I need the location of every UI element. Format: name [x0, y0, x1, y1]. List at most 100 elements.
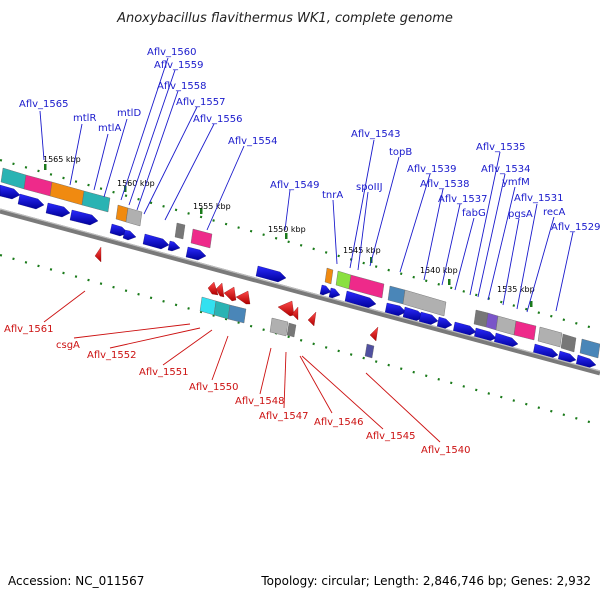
tick-mark — [200, 208, 203, 214]
gene-arrow — [255, 265, 287, 283]
gene-label: mtlA — [98, 123, 121, 134]
gene-label: Aflv_1558 — [157, 81, 207, 92]
tick-label: 1535 kbp — [497, 285, 535, 294]
cog-block — [579, 338, 600, 359]
cog-block — [0, 167, 27, 190]
gene-label: Aflv_1565 — [19, 99, 69, 110]
gene-arrow — [0, 184, 21, 200]
gene-label: Aflv_1546 — [314, 417, 364, 428]
cog-block — [560, 333, 577, 353]
gene-arrow — [215, 282, 225, 298]
cog-block — [81, 190, 111, 213]
gene-label: Aflv_1540 — [421, 445, 471, 456]
gene-arrow — [436, 316, 453, 330]
gene-arrow — [328, 287, 341, 299]
tick-labels: 1565 kbp 1560 kbp 1555 kbp 1550 kbp 1545… — [43, 155, 535, 294]
cog-block — [125, 207, 143, 227]
gene-label: Aflv_1554 — [228, 136, 278, 147]
gene-label: fabG — [462, 208, 486, 219]
gene-arrow — [369, 326, 379, 342]
gene-label: Aflv_1549 — [270, 180, 320, 191]
gene-label: tnrA — [322, 190, 343, 201]
gene-label: Aflv_1547 — [259, 411, 309, 422]
tick-label: 1555 kbp — [193, 202, 231, 211]
forward-gene-labels: Aflv_1565 mtlR mtlA mtlD Aflv_1560 Aflv_… — [19, 47, 600, 233]
gene-arrow — [122, 229, 137, 241]
gene-arrow — [557, 350, 577, 364]
gene-arrow — [69, 209, 99, 226]
gene-label: Aflv_1557 — [176, 97, 226, 108]
gene-arrow — [384, 302, 407, 317]
gene-label: Aflv_1560 — [147, 47, 197, 58]
gene-label: topB — [389, 147, 412, 158]
gene-label: spoIIJ — [356, 182, 383, 193]
genome-backbone — [0, 208, 600, 376]
gene-arrow — [94, 246, 102, 263]
gene-arrow — [418, 311, 439, 326]
gene-arrow — [142, 233, 170, 250]
cog-block — [335, 270, 352, 290]
gene-arrow — [277, 300, 295, 317]
gene-arrow — [223, 286, 237, 302]
gene-label: mtlR — [73, 113, 96, 124]
gene-label: Aflv_1535 — [476, 142, 526, 153]
cog-block — [402, 289, 447, 317]
cog-track-forward — [0, 167, 600, 359]
cog-block — [213, 300, 231, 320]
cog-block — [269, 317, 289, 337]
cog-block — [364, 343, 375, 359]
tick-mark — [448, 279, 451, 285]
tick-label: 1545 kbp — [343, 246, 381, 255]
gene-label: ymfM — [502, 177, 530, 188]
map-title: Anoxybacillus flavithermus WK1, complete… — [116, 11, 453, 26]
gene-label: csgA — [56, 340, 80, 351]
gene-label: mtlD — [117, 108, 141, 119]
gene-arrow — [185, 246, 207, 261]
gene-arrow — [17, 193, 45, 210]
cog-block — [387, 285, 406, 305]
gene-arrow — [575, 354, 597, 369]
gene-arrow — [45, 202, 71, 218]
gene-label: Aflv_1551 — [139, 367, 189, 378]
topology-summary: Topology: circular; Length: 2,846,746 bp… — [260, 574, 591, 588]
cog-block — [199, 296, 217, 316]
forward-leader-lines — [39, 57, 574, 313]
gene-label: Aflv_1552 — [87, 350, 137, 361]
tick-mark — [285, 233, 288, 239]
gene-label: recA — [543, 207, 566, 218]
gene-label: Aflv_1529 — [551, 222, 600, 233]
tick-label: 1540 kbp — [420, 266, 458, 275]
gene-label: Aflv_1559 — [154, 60, 204, 71]
tick-label: 1550 kbp — [268, 225, 306, 234]
accession-text: Accession: NC_011567 — [8, 574, 144, 588]
gene-arrow — [344, 290, 377, 309]
forward-genes — [0, 184, 597, 369]
gene-arrow — [319, 284, 332, 296]
tick-mark — [530, 301, 533, 307]
gene-label: Aflv_1538 — [420, 179, 470, 190]
cog-block — [49, 181, 85, 206]
gene-label: Aflv_1550 — [189, 382, 239, 393]
gene-arrow — [235, 290, 251, 305]
cog-block — [537, 326, 563, 348]
cog-block — [513, 320, 537, 341]
cog-block — [324, 267, 334, 285]
cog-block — [190, 228, 213, 249]
cog-block — [473, 309, 489, 328]
gene-label: Aflv_1556 — [193, 114, 243, 125]
cog-block — [286, 322, 297, 338]
gene-label: Aflv_1548 — [235, 396, 285, 407]
gene-label: Aflv_1534 — [481, 164, 531, 175]
tick-mark — [124, 186, 127, 192]
gene-label: Aflv_1561 — [4, 324, 54, 335]
gene-arrow — [291, 306, 299, 321]
reverse-leader-lines — [43, 290, 441, 443]
cog-block — [174, 222, 186, 240]
gene-arrow — [307, 311, 317, 327]
gene-arrow — [167, 240, 181, 252]
cog-block — [23, 174, 53, 197]
gene-label: Aflv_1543 — [351, 129, 401, 140]
tick-mark — [44, 164, 47, 170]
